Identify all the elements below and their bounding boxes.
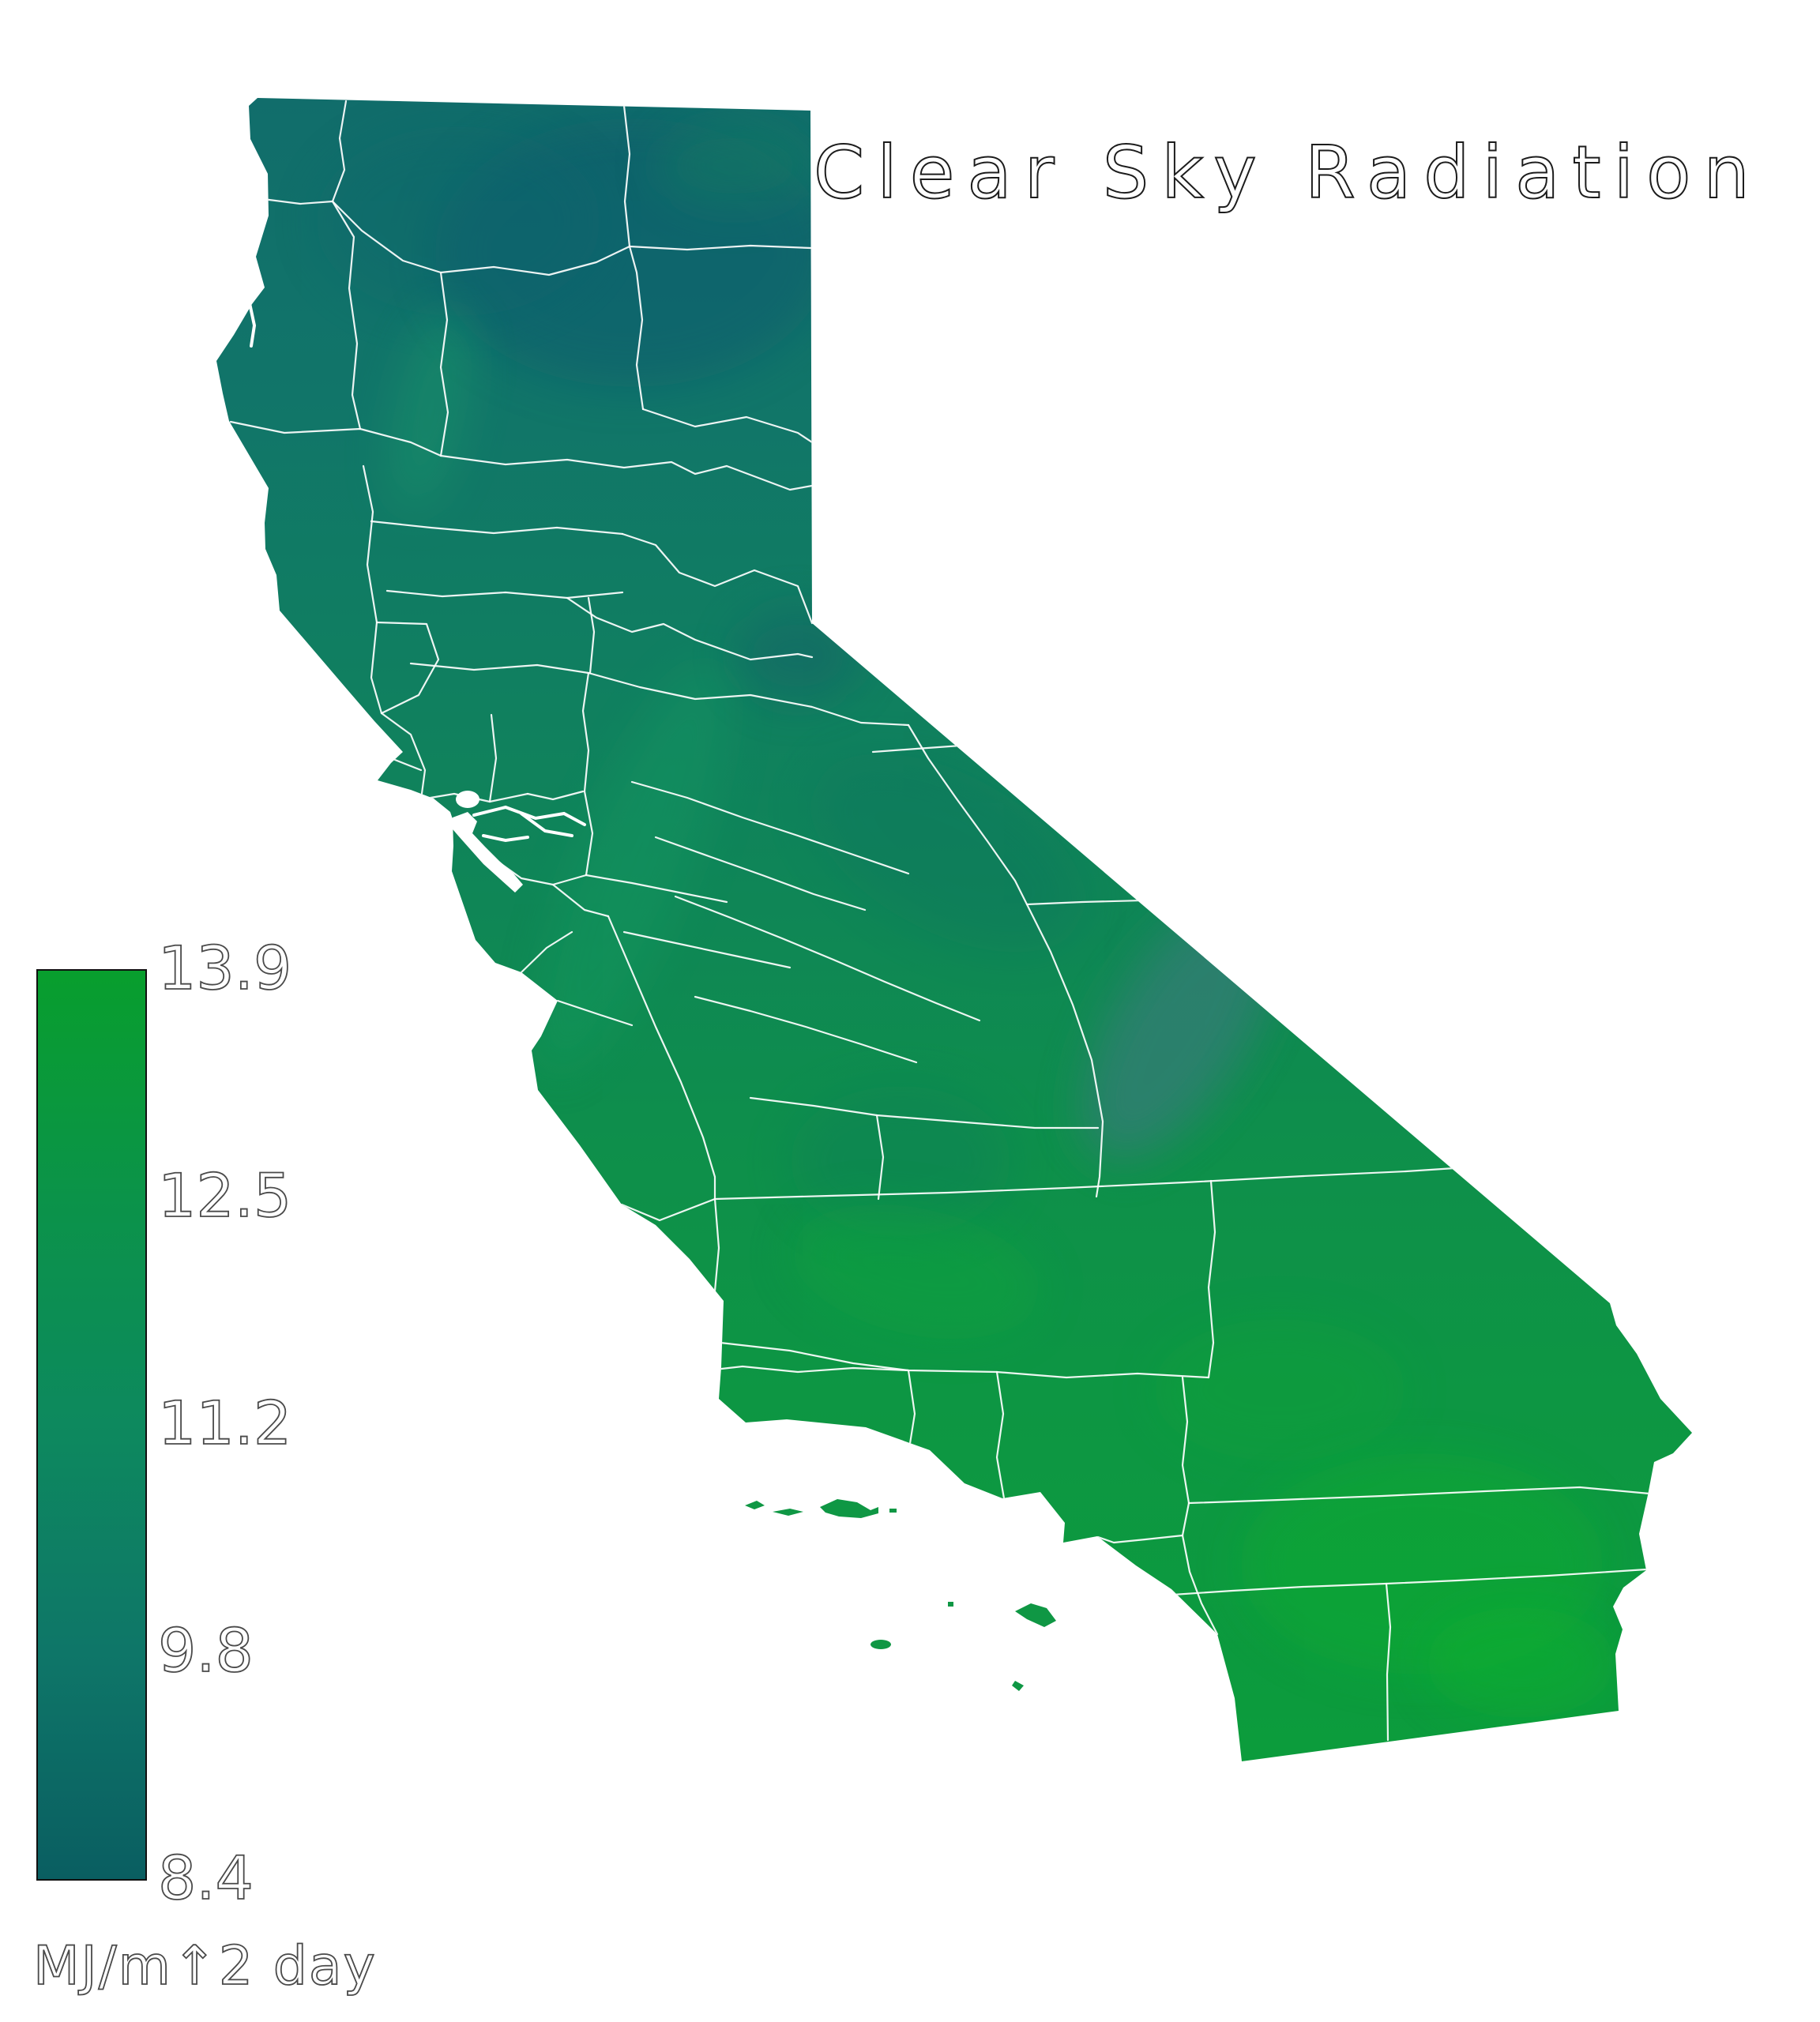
colorbar-tick-4: 9.8: [158, 1615, 254, 1686]
colorbar-tick-2: 12.5: [158, 1160, 291, 1231]
santa-barbara-island: [948, 1602, 953, 1607]
colorbar-units-label: MJ/m↑2 day: [33, 1935, 377, 1998]
santa-rosa-island: [773, 1509, 803, 1516]
radiation-variation-overlay: [316, 118, 1615, 1718]
santa-cruz-island: [820, 1499, 878, 1518]
san-clemente-island: [1012, 1681, 1024, 1691]
colorbar-tick-max: 13.9: [158, 933, 291, 1003]
delta-channels: [472, 805, 586, 843]
colorbar-tick-3: 11.2: [158, 1388, 291, 1458]
county-boundaries: [229, 100, 1651, 1742]
anacapa-island: [889, 1509, 897, 1513]
water-bodies: [248, 302, 1235, 1746]
san-francisco-bay: [449, 812, 523, 893]
san-miguel-island: [745, 1501, 765, 1509]
humboldt-bay: [248, 302, 257, 348]
colorbar: [36, 969, 147, 1881]
colorbar-tick-min: 8.4: [158, 1843, 254, 1913]
channel-islands: [745, 1499, 1056, 1691]
colorbar-legend: 13.9 12.5 11.2 9.8 8.4 MJ/m↑2 day: [32, 932, 377, 1998]
map-title: Clear Sky Radiation: [814, 130, 1762, 215]
catalina-island: [1015, 1603, 1056, 1627]
san-diego-bay: [1216, 1706, 1235, 1746]
san-nicolas-island: [871, 1640, 891, 1649]
san-pablo-bay: [456, 791, 479, 808]
